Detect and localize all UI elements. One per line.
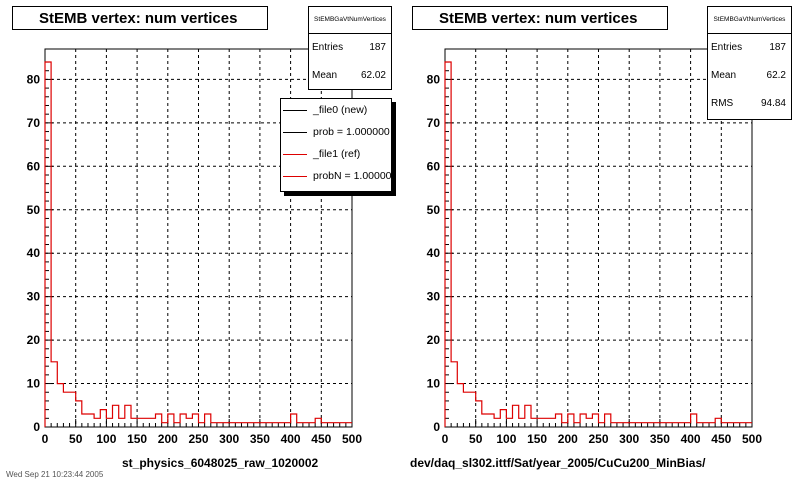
y-tick-label: 10 xyxy=(27,377,41,391)
stats-value: 94.84 xyxy=(760,98,786,109)
legend-line xyxy=(283,132,307,133)
stats-value: 62.2 xyxy=(766,70,786,81)
y-tick-label: 60 xyxy=(27,159,41,173)
stats-row-mean: Mean 62.02 xyxy=(309,62,391,90)
stats-row-entries: Entries 187 xyxy=(708,34,791,62)
legend-line xyxy=(283,176,307,177)
x-tick-label: 150 xyxy=(127,432,147,446)
legend-label: _file1 (ref) xyxy=(313,148,361,160)
y-tick-label: 20 xyxy=(427,333,441,347)
timestamp-footer: Wed Sep 21 10:23:44 2005 xyxy=(6,470,104,479)
x-tick-label: 250 xyxy=(188,432,208,446)
x-tick-label: 350 xyxy=(250,432,270,446)
x-tick-label: 400 xyxy=(681,432,701,446)
legend-label: probN = 1.000000 xyxy=(313,170,392,182)
x-axis-title: dev/daq_sl302.ittf/Sat/year_2005/CuCu200… xyxy=(410,456,706,470)
stats-name: StEMBGaVtNumVertices xyxy=(309,7,391,34)
stats-value: 187 xyxy=(769,42,786,53)
legend-label: _file0 (new) xyxy=(313,104,368,116)
x-tick-label: 300 xyxy=(619,432,639,446)
x-tick-label: 500 xyxy=(342,432,362,446)
stats-row-rms: RMS 94.84 xyxy=(708,90,791,118)
x-tick-label: 350 xyxy=(650,432,670,446)
stats-label: Mean xyxy=(312,70,338,81)
y-tick-label: 50 xyxy=(27,203,41,217)
x-tick-label: 250 xyxy=(588,432,608,446)
stats-value: 187 xyxy=(369,42,386,53)
y-tick-label: 70 xyxy=(427,116,441,130)
y-tick-label: 0 xyxy=(33,420,40,434)
x-tick-label: 150 xyxy=(527,432,547,446)
x-tick-label: 450 xyxy=(711,432,731,446)
stats-value: 62.02 xyxy=(360,70,386,81)
x-tick-label: 0 xyxy=(42,432,49,446)
legend-line xyxy=(283,154,307,155)
x-tick-label: 500 xyxy=(742,432,762,446)
stats-row-mean: Mean 62.2 xyxy=(708,62,791,90)
x-tick-label: 100 xyxy=(96,432,116,446)
plot-title: StEMB vertex: num vertices xyxy=(412,6,668,30)
histogram-series-line xyxy=(444,61,752,427)
y-tick-label: 20 xyxy=(27,333,41,347)
histogram-series-line xyxy=(44,61,352,427)
y-tick-label: 40 xyxy=(27,246,41,260)
x-tick-label: 450 xyxy=(311,432,331,446)
x-tick-label: 200 xyxy=(558,432,578,446)
legend-entry: probN = 1.000000 xyxy=(281,165,391,187)
stats-row-entries: Entries 187 xyxy=(309,34,391,62)
y-tick-label: 10 xyxy=(427,377,441,391)
plot-title: StEMB vertex: num vertices xyxy=(12,6,268,30)
x-tick-label: 200 xyxy=(158,432,178,446)
y-tick-label: 0 xyxy=(433,420,440,434)
stats-name: StEMBGaVtNumVertices xyxy=(708,7,791,34)
y-tick-label: 80 xyxy=(27,72,41,86)
legend-label: prob = 1.000000 xyxy=(313,126,390,138)
stats-box: StEMBGaVtNumVertices Entries 187 Mean 62… xyxy=(308,6,392,90)
histogram-panel-right: 0 50 100 150 200 250 300 350 400 450 500 0 10 20 30 40 5… xyxy=(400,0,800,480)
x-axis-title: st_physics_6048025_raw_1020002 xyxy=(122,456,319,470)
y-tick-label: 50 xyxy=(427,203,441,217)
histogram-panel-left: 0 50 100 150 200 250 300 350 400 450 500 0 10 20 30 40 5… xyxy=(12,6,392,470)
stats-label: Mean xyxy=(711,70,737,81)
legend-entry: prob = 1.000000 xyxy=(281,121,391,143)
legend-line xyxy=(283,110,307,111)
y-tick-label: 40 xyxy=(427,246,441,260)
y-tick-label: 30 xyxy=(27,290,41,304)
stats-label: Entries xyxy=(711,42,743,53)
legend-entry: _file1 (ref) xyxy=(281,143,391,165)
y-tick-label: 80 xyxy=(427,72,441,86)
x-tick-label: 50 xyxy=(469,432,483,446)
x-tick-label: 100 xyxy=(496,432,516,446)
x-tick-label: 0 xyxy=(442,432,449,446)
y-tick-label: 70 xyxy=(27,116,41,130)
legend-entry: _file0 (new) xyxy=(281,99,391,121)
x-tick-label: 50 xyxy=(69,432,83,446)
stats-box: StEMBGaVtNumVertices Entries 187 Mean 62… xyxy=(707,6,792,120)
legend: _file0 (new) prob = 1.000000 _file1 (ref… xyxy=(280,98,392,192)
x-tick-label: 300 xyxy=(219,432,239,446)
histogram-plot-right: 0 50 100 150 200 250 300 350 400 450 500 0 10 20 30 40 5… xyxy=(427,48,762,446)
x-tick-label: 400 xyxy=(281,432,301,446)
stats-label: RMS xyxy=(711,98,734,109)
y-tick-label: 60 xyxy=(427,159,441,173)
y-tick-label: 30 xyxy=(427,290,441,304)
stats-label: Entries xyxy=(312,42,344,53)
